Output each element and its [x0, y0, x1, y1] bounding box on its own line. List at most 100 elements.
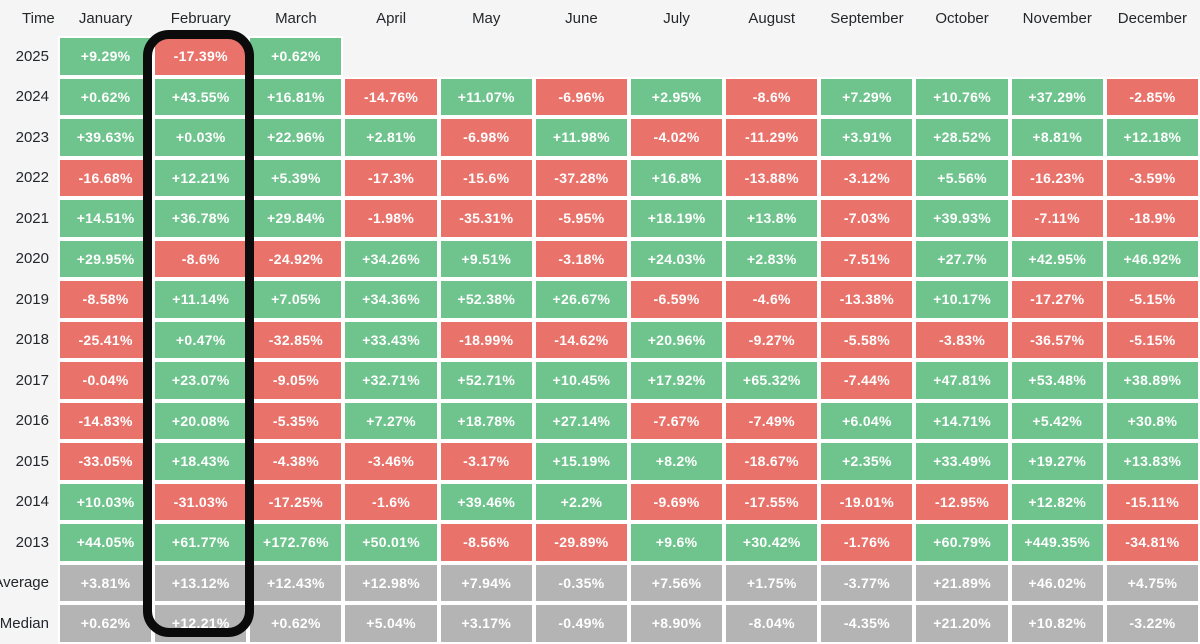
- cell-2020-september: -7.51%: [819, 238, 915, 280]
- month-header-july: July: [663, 9, 690, 27]
- cell-2024-february: +43.55%: [153, 76, 249, 118]
- cell-2019-december: -5.15%: [1104, 279, 1200, 320]
- cell-2019-july: -6.59%: [628, 279, 725, 320]
- cell-2017-july: +17.92%: [628, 360, 725, 401]
- return-value: -4.02%: [630, 119, 723, 156]
- return-value: -0.49%: [535, 605, 627, 642]
- cell-2014-january: +10.03%: [58, 481, 154, 523]
- return-value: +5.56%: [916, 159, 1008, 197]
- row-label-2019: 2019: [15, 290, 49, 308]
- return-value: +449.35%: [1011, 524, 1103, 561]
- return-value: +12.18%: [1106, 119, 1198, 156]
- cell-2019-february: +11.14%: [153, 279, 249, 320]
- row-label-2013: 2013: [15, 533, 49, 551]
- return-value: -16.23%: [1011, 159, 1103, 197]
- cell-2021-october: +39.93%: [914, 198, 1010, 239]
- return-value: +1.75%: [726, 564, 818, 602]
- return-value: -9.05%: [250, 362, 342, 399]
- return-value: -17.27%: [1011, 281, 1103, 318]
- return-value: +39.63%: [60, 119, 152, 156]
- cell-2020-december: +46.92%: [1104, 238, 1200, 280]
- cell-average-june: -0.35%: [533, 562, 629, 604]
- cell-2023-july: -4.02%: [628, 117, 725, 158]
- cell-2013-august: +30.42%: [724, 522, 820, 563]
- return-value: +42.95%: [1011, 240, 1103, 278]
- cell-2013-september: -1.76%: [819, 522, 915, 563]
- return-value: +21.89%: [916, 564, 1008, 602]
- cell-average-december: +4.75%: [1104, 562, 1200, 604]
- cell-2019-november: -17.27%: [1009, 279, 1105, 320]
- cell-2024-december: -2.85%: [1104, 76, 1200, 118]
- return-value: +29.84%: [250, 200, 342, 237]
- return-value: -29.89%: [535, 524, 627, 561]
- cell-2013-march: +172.76%: [248, 522, 344, 563]
- cell-2024-july: +2.95%: [628, 76, 725, 118]
- return-value: -8.58%: [60, 281, 152, 318]
- cell-median-february: +12.21%: [153, 603, 249, 644]
- cell-median-april: +5.04%: [343, 603, 439, 644]
- row-label-2021: 2021: [15, 209, 49, 227]
- return-value: -5.35%: [250, 402, 342, 440]
- return-value: +19.27%: [1011, 443, 1103, 480]
- return-value: -4.35%: [821, 605, 913, 642]
- return-value: +24.03%: [630, 240, 723, 278]
- cell-2013-may: -8.56%: [438, 522, 534, 563]
- return-value: +0.62%: [60, 78, 152, 116]
- cell-2013-july: +9.6%: [628, 522, 725, 563]
- return-value: -14.62%: [535, 321, 627, 359]
- return-value: -25.41%: [60, 321, 152, 359]
- return-value: -3.59%: [1106, 159, 1198, 197]
- return-value: -8.6%: [726, 78, 818, 116]
- cell-2024-october: +10.76%: [914, 76, 1010, 118]
- cell-median-may: +3.17%: [438, 603, 534, 644]
- cell-2018-may: -18.99%: [438, 319, 534, 361]
- cell-2017-may: +52.71%: [438, 360, 534, 401]
- return-value: -14.76%: [345, 78, 437, 116]
- cell-2013-june: -29.89%: [533, 522, 629, 563]
- return-value: +16.81%: [250, 78, 342, 116]
- cell-2023-february: +0.03%: [153, 117, 249, 158]
- cell-2016-may: +18.78%: [438, 400, 534, 442]
- cell-2014-november: +12.82%: [1009, 481, 1105, 523]
- return-value: -15.6%: [440, 159, 532, 197]
- cell-2020-october: +27.7%: [914, 238, 1010, 280]
- return-value: +12.98%: [345, 564, 437, 602]
- time-header: Time: [22, 9, 55, 27]
- return-value: +7.27%: [345, 402, 437, 440]
- cell-2022-january: -16.68%: [58, 157, 154, 199]
- cell-2021-january: +14.51%: [58, 198, 154, 239]
- return-value: +53.48%: [1011, 362, 1103, 399]
- return-value: +27.14%: [535, 402, 627, 440]
- cell-median-august: -8.04%: [724, 603, 820, 644]
- return-value: +9.6%: [630, 524, 723, 561]
- return-value: -9.69%: [630, 483, 723, 521]
- cell-2015-december: +13.83%: [1104, 441, 1200, 482]
- cell-average-september: -3.77%: [819, 562, 915, 604]
- return-value: +65.32%: [726, 362, 818, 399]
- return-value: +12.21%: [155, 605, 247, 642]
- cell-2021-february: +36.78%: [153, 198, 249, 239]
- row-label-2024: 2024: [15, 88, 49, 106]
- cell-2021-august: +13.8%: [724, 198, 820, 239]
- cell-2019-september: -13.38%: [819, 279, 915, 320]
- cell-2014-july: -9.69%: [628, 481, 725, 523]
- cell-2016-september: +6.04%: [819, 400, 915, 442]
- cell-2015-january: -33.05%: [58, 441, 154, 482]
- cell-average-january: +3.81%: [58, 562, 154, 604]
- cell-2013-october: +60.79%: [914, 522, 1010, 563]
- cell-2019-october: +10.17%: [914, 279, 1010, 320]
- cell-2019-june: +26.67%: [533, 279, 629, 320]
- return-value: -3.83%: [916, 321, 1008, 359]
- return-value: -13.88%: [726, 159, 818, 197]
- return-value: +5.39%: [250, 159, 342, 197]
- cell-2022-april: -17.3%: [343, 157, 439, 199]
- cell-2013-april: +50.01%: [343, 522, 439, 563]
- cell-2016-december: +30.8%: [1104, 400, 1200, 442]
- return-value: -37.28%: [535, 159, 627, 197]
- cell-2014-april: -1.6%: [343, 481, 439, 523]
- return-value: +33.49%: [916, 443, 1008, 480]
- return-value: -13.38%: [821, 281, 913, 318]
- return-value: -8.6%: [155, 240, 247, 278]
- return-value: +5.04%: [345, 605, 437, 642]
- cell-2018-october: -3.83%: [914, 319, 1010, 361]
